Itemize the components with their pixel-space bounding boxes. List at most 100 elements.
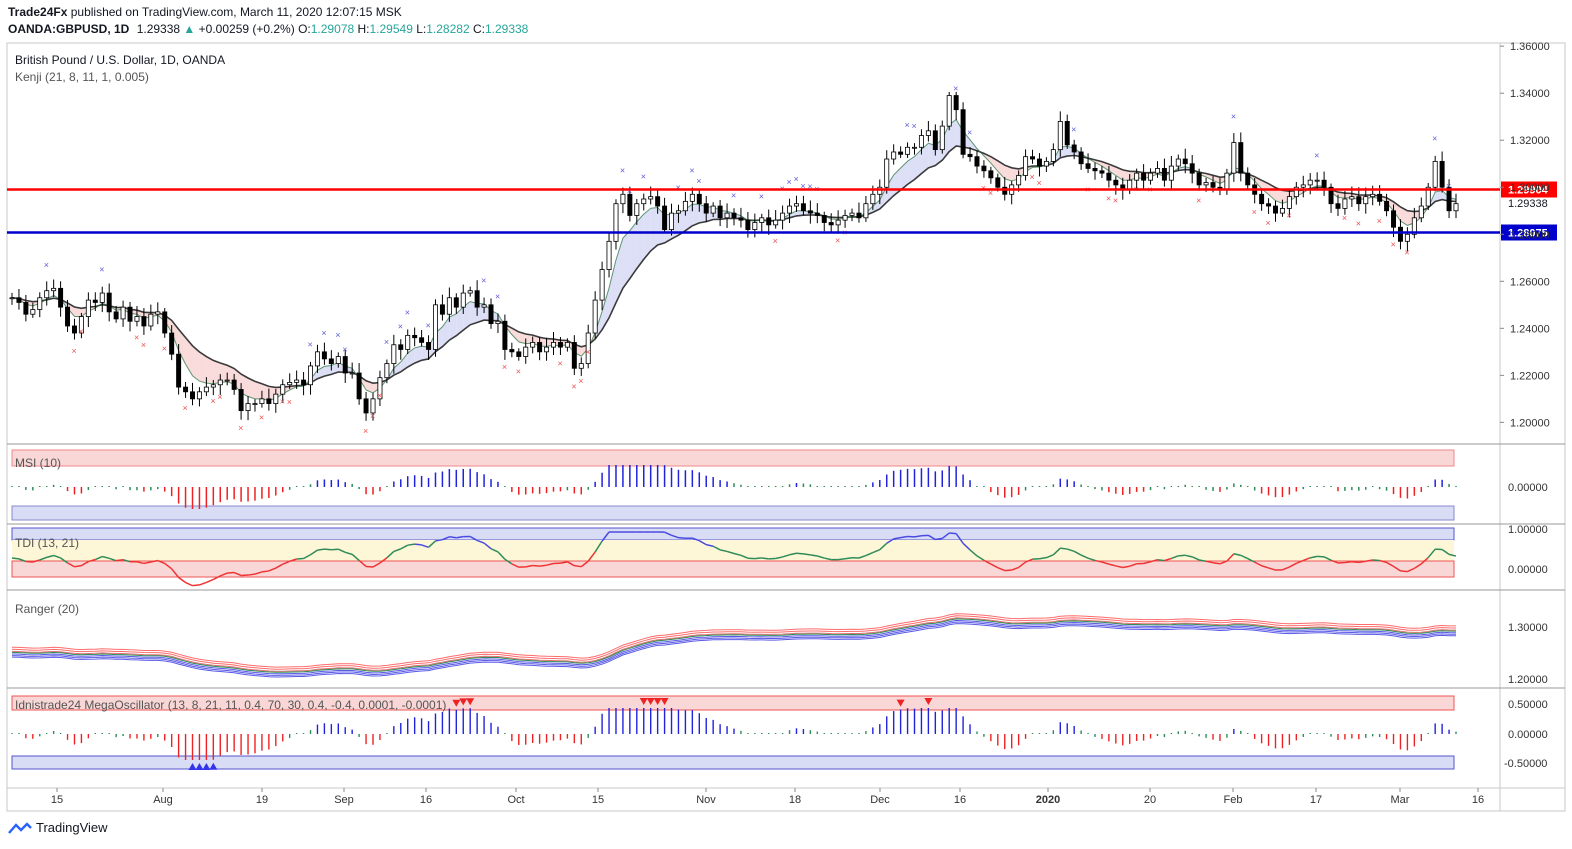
candle-up [1016, 175, 1022, 186]
candle-down [65, 306, 71, 327]
tdi-line [664, 531, 672, 536]
time-tick-label: 19 [256, 794, 268, 806]
candle-up [689, 193, 695, 202]
buy-marker-icon: × [967, 128, 972, 138]
kenji-cloud [921, 143, 929, 174]
ranger-pane[interactable] [11, 613, 1457, 678]
kenji-cloud [643, 208, 651, 260]
tdi-line [574, 564, 582, 568]
tdi-line [1303, 557, 1311, 562]
open-label: O: [298, 22, 311, 36]
symbol-label[interactable]: OANDA:GBPUSD, 1D [8, 22, 130, 36]
tdi-line [1247, 557, 1256, 563]
tdi-line [414, 543, 422, 546]
tdi-line [212, 575, 221, 581]
tdi-mid-band [12, 540, 1454, 561]
tdi-line [810, 554, 818, 557]
kenji-cloud [248, 378, 255, 399]
candle-down [439, 304, 445, 315]
candle-down [502, 320, 508, 350]
tdi-line [1052, 547, 1061, 556]
candle-down [356, 372, 362, 400]
candle-up [294, 379, 300, 383]
candle-up [551, 342, 556, 348]
candle-up [682, 200, 688, 212]
candle-down [58, 287, 64, 308]
candle-up [918, 135, 924, 148]
candle-up [1349, 196, 1355, 200]
tdi-line [969, 549, 978, 557]
candle-up [203, 386, 209, 393]
kenji-legend[interactable]: Kenji (21, 8, 11, 1, 0.005) [15, 70, 149, 84]
sell-marker-icon: × [1196, 196, 1201, 206]
candle-up [9, 297, 15, 300]
kenji-cloud [477, 303, 485, 323]
msi-pane[interactable] [11, 449, 1457, 521]
candle-up [912, 146, 917, 149]
sell-marker-icon: × [585, 347, 590, 357]
tdi-pane[interactable] [11, 527, 1457, 587]
chart-area[interactable]: ×××××× ××× ×××× ××× ×××××××××××× ××××××××××××… [0, 0, 1572, 812]
tradingview-brand[interactable]: TradingView [8, 820, 108, 835]
publish-text: published on TradingView.com, March 11, … [70, 5, 402, 19]
mega-upper-band [11, 695, 1455, 711]
tdi-line [872, 549, 881, 554]
candle-up [1168, 165, 1174, 181]
buy-marker-icon: × [807, 181, 812, 191]
sell-marker-icon: × [141, 340, 146, 350]
tdi-line [1261, 565, 1269, 569]
tdi-line [400, 544, 409, 550]
sell-marker-icon: × [1404, 247, 1409, 257]
mega-sell-signal-icon [452, 699, 461, 707]
tdi-line [1073, 550, 1082, 556]
tdi-line [712, 545, 721, 551]
candle-up [1404, 233, 1410, 242]
tdi-line [1011, 566, 1019, 571]
tdi-line [379, 557, 388, 564]
tdi-line [351, 553, 360, 562]
buy-marker-icon: × [335, 330, 340, 340]
megaoscillator-pane[interactable] [11, 695, 1457, 770]
candle-up [1057, 121, 1063, 151]
msi-legend[interactable]: MSI (10) [15, 456, 61, 470]
candle-up [849, 212, 855, 216]
level-price-tag [1501, 181, 1557, 198]
ranger-legend[interactable]: Ranger (20) [15, 602, 79, 616]
tdi-line [88, 558, 96, 563]
candle-up [1293, 186, 1299, 198]
tdi-line [1094, 559, 1103, 563]
candle-up [155, 311, 161, 315]
candle-up [675, 210, 681, 214]
tdi-line [587, 551, 596, 562]
publisher-name[interactable]: Trade24Fx [8, 5, 68, 19]
candle-down [1266, 203, 1272, 207]
time-tick-label: 2020 [1036, 794, 1060, 806]
tdi-line [116, 558, 124, 562]
candle-up [1231, 142, 1237, 174]
tdi-line [1282, 566, 1290, 571]
mega-sell-signal-icon [459, 698, 468, 706]
tdi-line [199, 581, 207, 586]
time-tick-label: Feb [1224, 794, 1243, 806]
kenji-cloud [463, 301, 471, 331]
candle-down [1377, 193, 1383, 202]
symbol-legend[interactable]: British Pound / U.S. Dollar, 1D, OANDA [15, 53, 225, 67]
tdi-line [1080, 554, 1089, 559]
candle-up [530, 342, 536, 348]
megaoscillator-legend[interactable]: Idnistrade24 MegaOscillator (13, 8, 21, … [15, 698, 446, 712]
kenji-cloud [692, 204, 700, 226]
candle-down [988, 170, 994, 179]
sell-marker-icon: × [259, 413, 264, 423]
candle-up [308, 365, 314, 386]
candle-up [467, 290, 473, 294]
price-pane[interactable]: ×××××× ××× ×××× ××× ×××××××××××× ××××××××××××… [7, 84, 1500, 436]
kenji-cloud [366, 380, 373, 393]
tdi-line [1191, 556, 1200, 561]
tdi-legend[interactable]: TDI (13, 21) [15, 536, 79, 550]
candle-down [328, 358, 334, 364]
candle-down [766, 217, 772, 226]
candle-up [613, 203, 619, 242]
tdi-line [366, 565, 374, 568]
sell-marker-icon: × [773, 236, 778, 246]
candle-up [648, 196, 654, 200]
